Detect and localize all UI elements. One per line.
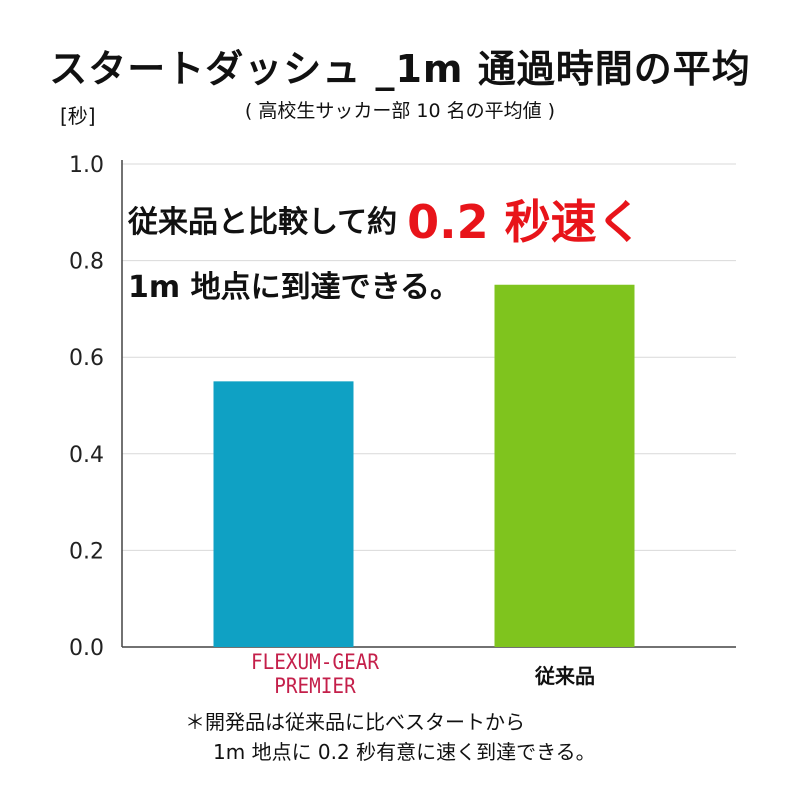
y-tick-label: 0.4: [69, 443, 104, 468]
footnote: ＊開発品は従来品に比べスタートから 1m 地点に 0.2 秒有意に速く到達できる…: [185, 707, 596, 767]
bar-flexum-gear-premier: [213, 381, 354, 647]
callout-line-1: 従来品と比較して約 0.2 秒速く: [128, 186, 643, 252]
callout-highlight: 0.2 秒速く: [407, 195, 643, 249]
y-tick-label: 0.2: [69, 539, 104, 564]
chart-subtitle: ( 高校生サッカー部 10 名の平均値 ): [244, 100, 556, 122]
category-label-flexum: FLEXUM-GEAR PREMIER: [237, 650, 393, 698]
y-axis-label: [秒]: [60, 104, 96, 128]
y-tick-label: 0.8: [69, 250, 104, 275]
chart-title: スタートダッシュ _1m 通過時間の平均: [49, 47, 751, 91]
footnote-line2: 1m 地点に 0.2 秒有意に速く到達できる。: [213, 740, 596, 764]
y-tick-label: 1.0: [69, 153, 104, 178]
bar-conventional: [494, 284, 635, 647]
category-label-conventional: 従来品: [535, 664, 595, 688]
y-tick-label: 0.0: [69, 636, 104, 661]
flexum-label-line2: PREMIER: [274, 674, 356, 698]
y-tick-label: 0.6: [69, 346, 104, 371]
callout-text: 従来品と比較して約: [128, 205, 398, 240]
footnote-line1: ＊開発品は従来品に比べスタートから: [185, 710, 525, 734]
callout-line-2: 1m 地点に到達できる。: [128, 270, 460, 305]
flexum-label-line1: FLEXUM-GEAR: [251, 650, 379, 674]
